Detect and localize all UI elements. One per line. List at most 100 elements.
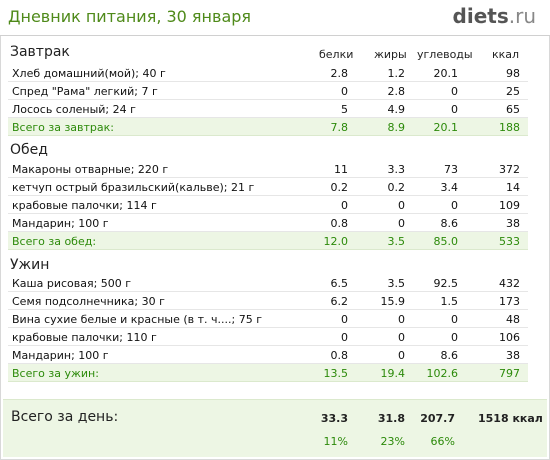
food-protein: 5 <box>341 103 348 116</box>
food-protein: 2.8 <box>330 67 349 80</box>
meal-total-label: Всего за завтрак: <box>12 121 115 134</box>
food-carbs: 73 <box>444 163 458 176</box>
meal-total-kcal: 797 <box>499 367 520 380</box>
day-total-protein: 33.3 <box>320 412 348 425</box>
meal-total-row: Всего за обед: 12.0 3.5 85.0 533 <box>8 232 528 250</box>
food-row: кетчуп острый бразильский(кальве); 21 г … <box>8 178 528 196</box>
meal-total-protein: 12.0 <box>323 235 349 248</box>
food-protein: 0 <box>341 313 348 326</box>
food-protein: 0 <box>341 331 348 344</box>
food-kcal: 432 <box>499 277 520 290</box>
meal-total-fat: 3.5 <box>387 235 406 248</box>
food-fat: 1.2 <box>387 67 406 80</box>
food-row: Вина сухие белые и красные (в т. ч....; … <box>8 310 528 328</box>
food-protein: 0.8 <box>330 349 349 362</box>
col-header-protein: белки <box>319 48 354 61</box>
food-fat: 0 <box>398 313 405 326</box>
food-carbs: 20.1 <box>433 67 459 80</box>
day-total-panel: Всего за день: 33.3 31.8 207.7 1518 ккал… <box>3 399 547 457</box>
food-carbs: 8.6 <box>440 349 459 362</box>
food-row: крабовые палочки; 110 г 0 0 0 106 <box>8 328 528 346</box>
food-row: Хлеб домашний(мой); 40 г 2.8 1.2 20.1 98 <box>8 64 528 82</box>
food-protein: 0.2 <box>330 181 349 194</box>
food-name: Каша рисовая; 500 г <box>12 277 132 290</box>
food-kcal: 48 <box>506 313 520 326</box>
col-header-carbs: углеводы <box>417 48 473 61</box>
food-kcal: 38 <box>506 217 520 230</box>
col-header-fat: жиры <box>374 48 407 61</box>
food-fat: 3.5 <box>387 277 406 290</box>
day-total-kcal: 1518 ккал <box>478 412 543 425</box>
food-name: Макароны отварные; 220 г <box>12 163 169 176</box>
food-row: Лосось соленый; 24 г 5 4.9 0 65 <box>8 100 528 118</box>
food-fat: 15.9 <box>380 295 406 308</box>
food-protein: 11 <box>334 163 348 176</box>
food-carbs: 0 <box>451 85 458 98</box>
day-carbs-percent: 66% <box>430 435 455 448</box>
day-total-fat: 31.8 <box>377 412 405 425</box>
food-protein: 0 <box>341 85 348 98</box>
food-kcal: 38 <box>506 349 520 362</box>
food-kcal: 372 <box>499 163 520 176</box>
food-name: крабовые палочки; 114 г <box>12 199 157 212</box>
day-protein-percent: 11% <box>323 435 348 448</box>
section-title-lunch: Обед <box>10 142 48 158</box>
food-fat: 3.3 <box>387 163 406 176</box>
food-row: Мандарин; 100 г 0.8 0 8.6 38 <box>8 214 528 232</box>
page-title: Дневник питания, 30 января <box>8 7 252 26</box>
food-fat: 0 <box>398 331 405 344</box>
day-fat-percent: 23% <box>380 435 405 448</box>
food-name: кетчуп острый бразильский(кальве); 21 г <box>12 181 255 194</box>
section-title-breakfast: Завтрак <box>10 44 70 60</box>
food-protein: 6.2 <box>330 295 349 308</box>
food-fat: 0 <box>398 199 405 212</box>
meal-total-carbs: 102.6 <box>426 367 459 380</box>
meal-total-label: Всего за обед: <box>12 235 97 248</box>
food-carbs: 0 <box>451 331 458 344</box>
food-kcal: 109 <box>499 199 520 212</box>
day-total-carbs: 207.7 <box>420 412 455 425</box>
food-kcal: 25 <box>506 85 520 98</box>
meal-total-kcal: 533 <box>499 235 520 248</box>
food-kcal: 65 <box>506 103 520 116</box>
food-kcal: 14 <box>506 181 520 194</box>
meal-total-protein: 7.8 <box>330 121 349 134</box>
food-row: Семя подсолнечника; 30 г 6.2 15.9 1.5 17… <box>8 292 528 310</box>
food-name: крабовые палочки; 110 г <box>12 331 157 344</box>
food-protein: 0 <box>341 199 348 212</box>
diets-logo[interactable]: diets.ru <box>453 4 536 28</box>
food-carbs: 0 <box>451 103 458 116</box>
food-kcal: 98 <box>506 67 520 80</box>
food-carbs: 3.4 <box>440 181 459 194</box>
logo-tld: .ru <box>508 4 536 28</box>
food-row: Мандарин; 100 г 0.8 0 8.6 38 <box>8 346 528 364</box>
food-row: Спред "Рама" легкий; 7 г 0 2.8 0 25 <box>8 82 528 100</box>
food-name: Мандарин; 100 г <box>12 349 109 362</box>
logo-brand: diets <box>452 4 509 28</box>
header: Дневник питания, 30 января diets.ru <box>0 0 550 36</box>
food-carbs: 0 <box>451 313 458 326</box>
food-fat: 2.8 <box>387 85 406 98</box>
food-name: Вина сухие белые и красные (в т. ч....; … <box>12 313 262 326</box>
meal-total-row: Всего за ужин: 13.5 19.4 102.6 797 <box>8 364 528 382</box>
food-kcal: 106 <box>499 331 520 344</box>
food-name: Хлеб домашний(мой); 40 г <box>12 67 166 80</box>
food-carbs: 92.5 <box>433 277 459 290</box>
food-protein: 0.8 <box>330 217 349 230</box>
food-carbs: 8.6 <box>440 217 459 230</box>
food-row: крабовые палочки; 114 г 0 0 0 109 <box>8 196 528 214</box>
meal-total-label: Всего за ужин: <box>12 367 99 380</box>
food-fat: 0.2 <box>387 181 406 194</box>
meal-total-fat: 19.4 <box>380 367 406 380</box>
food-kcal: 173 <box>499 295 520 308</box>
meal-total-carbs: 85.0 <box>433 235 459 248</box>
food-name: Семя подсолнечника; 30 г <box>12 295 165 308</box>
food-fat: 0 <box>398 349 405 362</box>
col-header-kcal: ккал <box>492 48 520 61</box>
meal-total-kcal: 188 <box>499 121 520 134</box>
food-fat: 0 <box>398 217 405 230</box>
food-name: Спред "Рама" легкий; 7 г <box>12 85 158 98</box>
section-title-dinner: Ужин <box>10 257 50 273</box>
food-protein: 6.5 <box>330 277 349 290</box>
meal-total-protein: 13.5 <box>323 367 349 380</box>
